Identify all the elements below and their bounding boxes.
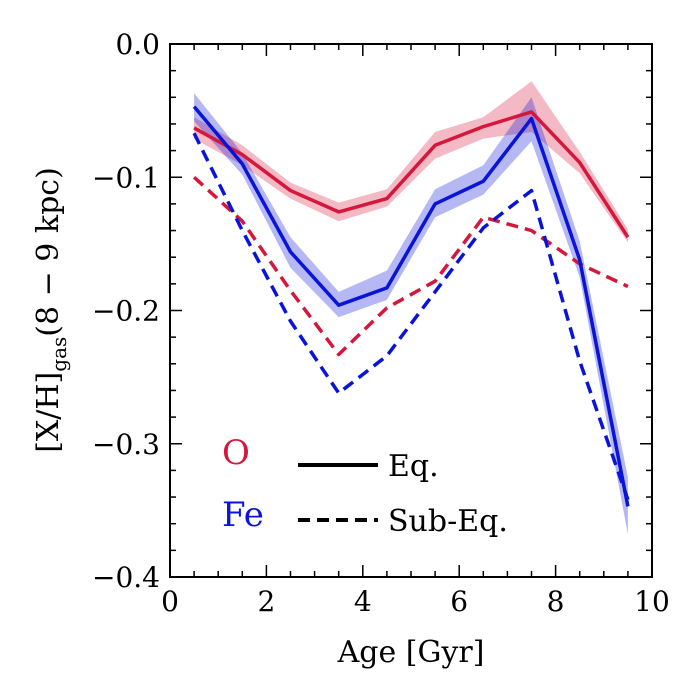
series-lines (192, 105, 630, 507)
y-tick-labels: 0.0 −0.1 −0.2 −0.3 −0.4 (92, 28, 160, 594)
x-tick-label: 2 (257, 585, 275, 618)
x-tick-labels: 0 2 4 6 8 10 (161, 585, 670, 618)
x-axis-label: Age [Gyr] (337, 635, 485, 670)
error-bands (194, 81, 628, 535)
y-tick-label: −0.2 (92, 295, 160, 328)
x-tick-label: 10 (634, 585, 670, 618)
x-tick-label: 4 (354, 585, 372, 618)
y-tick-label: −0.1 (92, 161, 160, 194)
x-tick-label: 0 (161, 585, 179, 618)
y-axis-label: [X/H]gas(8 − 9 kpc) (31, 167, 71, 453)
y-tick-label: 0.0 (115, 28, 160, 61)
plot-frame (169, 43, 653, 578)
x-tick-label: 8 (547, 585, 565, 618)
series-line-o-solid (193, 110, 630, 239)
legend-label-subeq: Sub-Eq. (388, 504, 508, 539)
legend-label-fe: Fe (222, 495, 264, 535)
legend-label-eq: Eq. (388, 449, 439, 484)
series-line-fe-solid (192, 105, 630, 507)
legend-label-o: O (222, 433, 250, 473)
y-tick-label: −0.4 (92, 561, 160, 594)
y-tick-label: −0.3 (92, 428, 160, 461)
series-line-o-dashed (192, 175, 629, 357)
series-line-fe-dashed (192, 132, 630, 501)
x-tick-label: 6 (450, 585, 468, 618)
band-o-solid (194, 81, 628, 243)
